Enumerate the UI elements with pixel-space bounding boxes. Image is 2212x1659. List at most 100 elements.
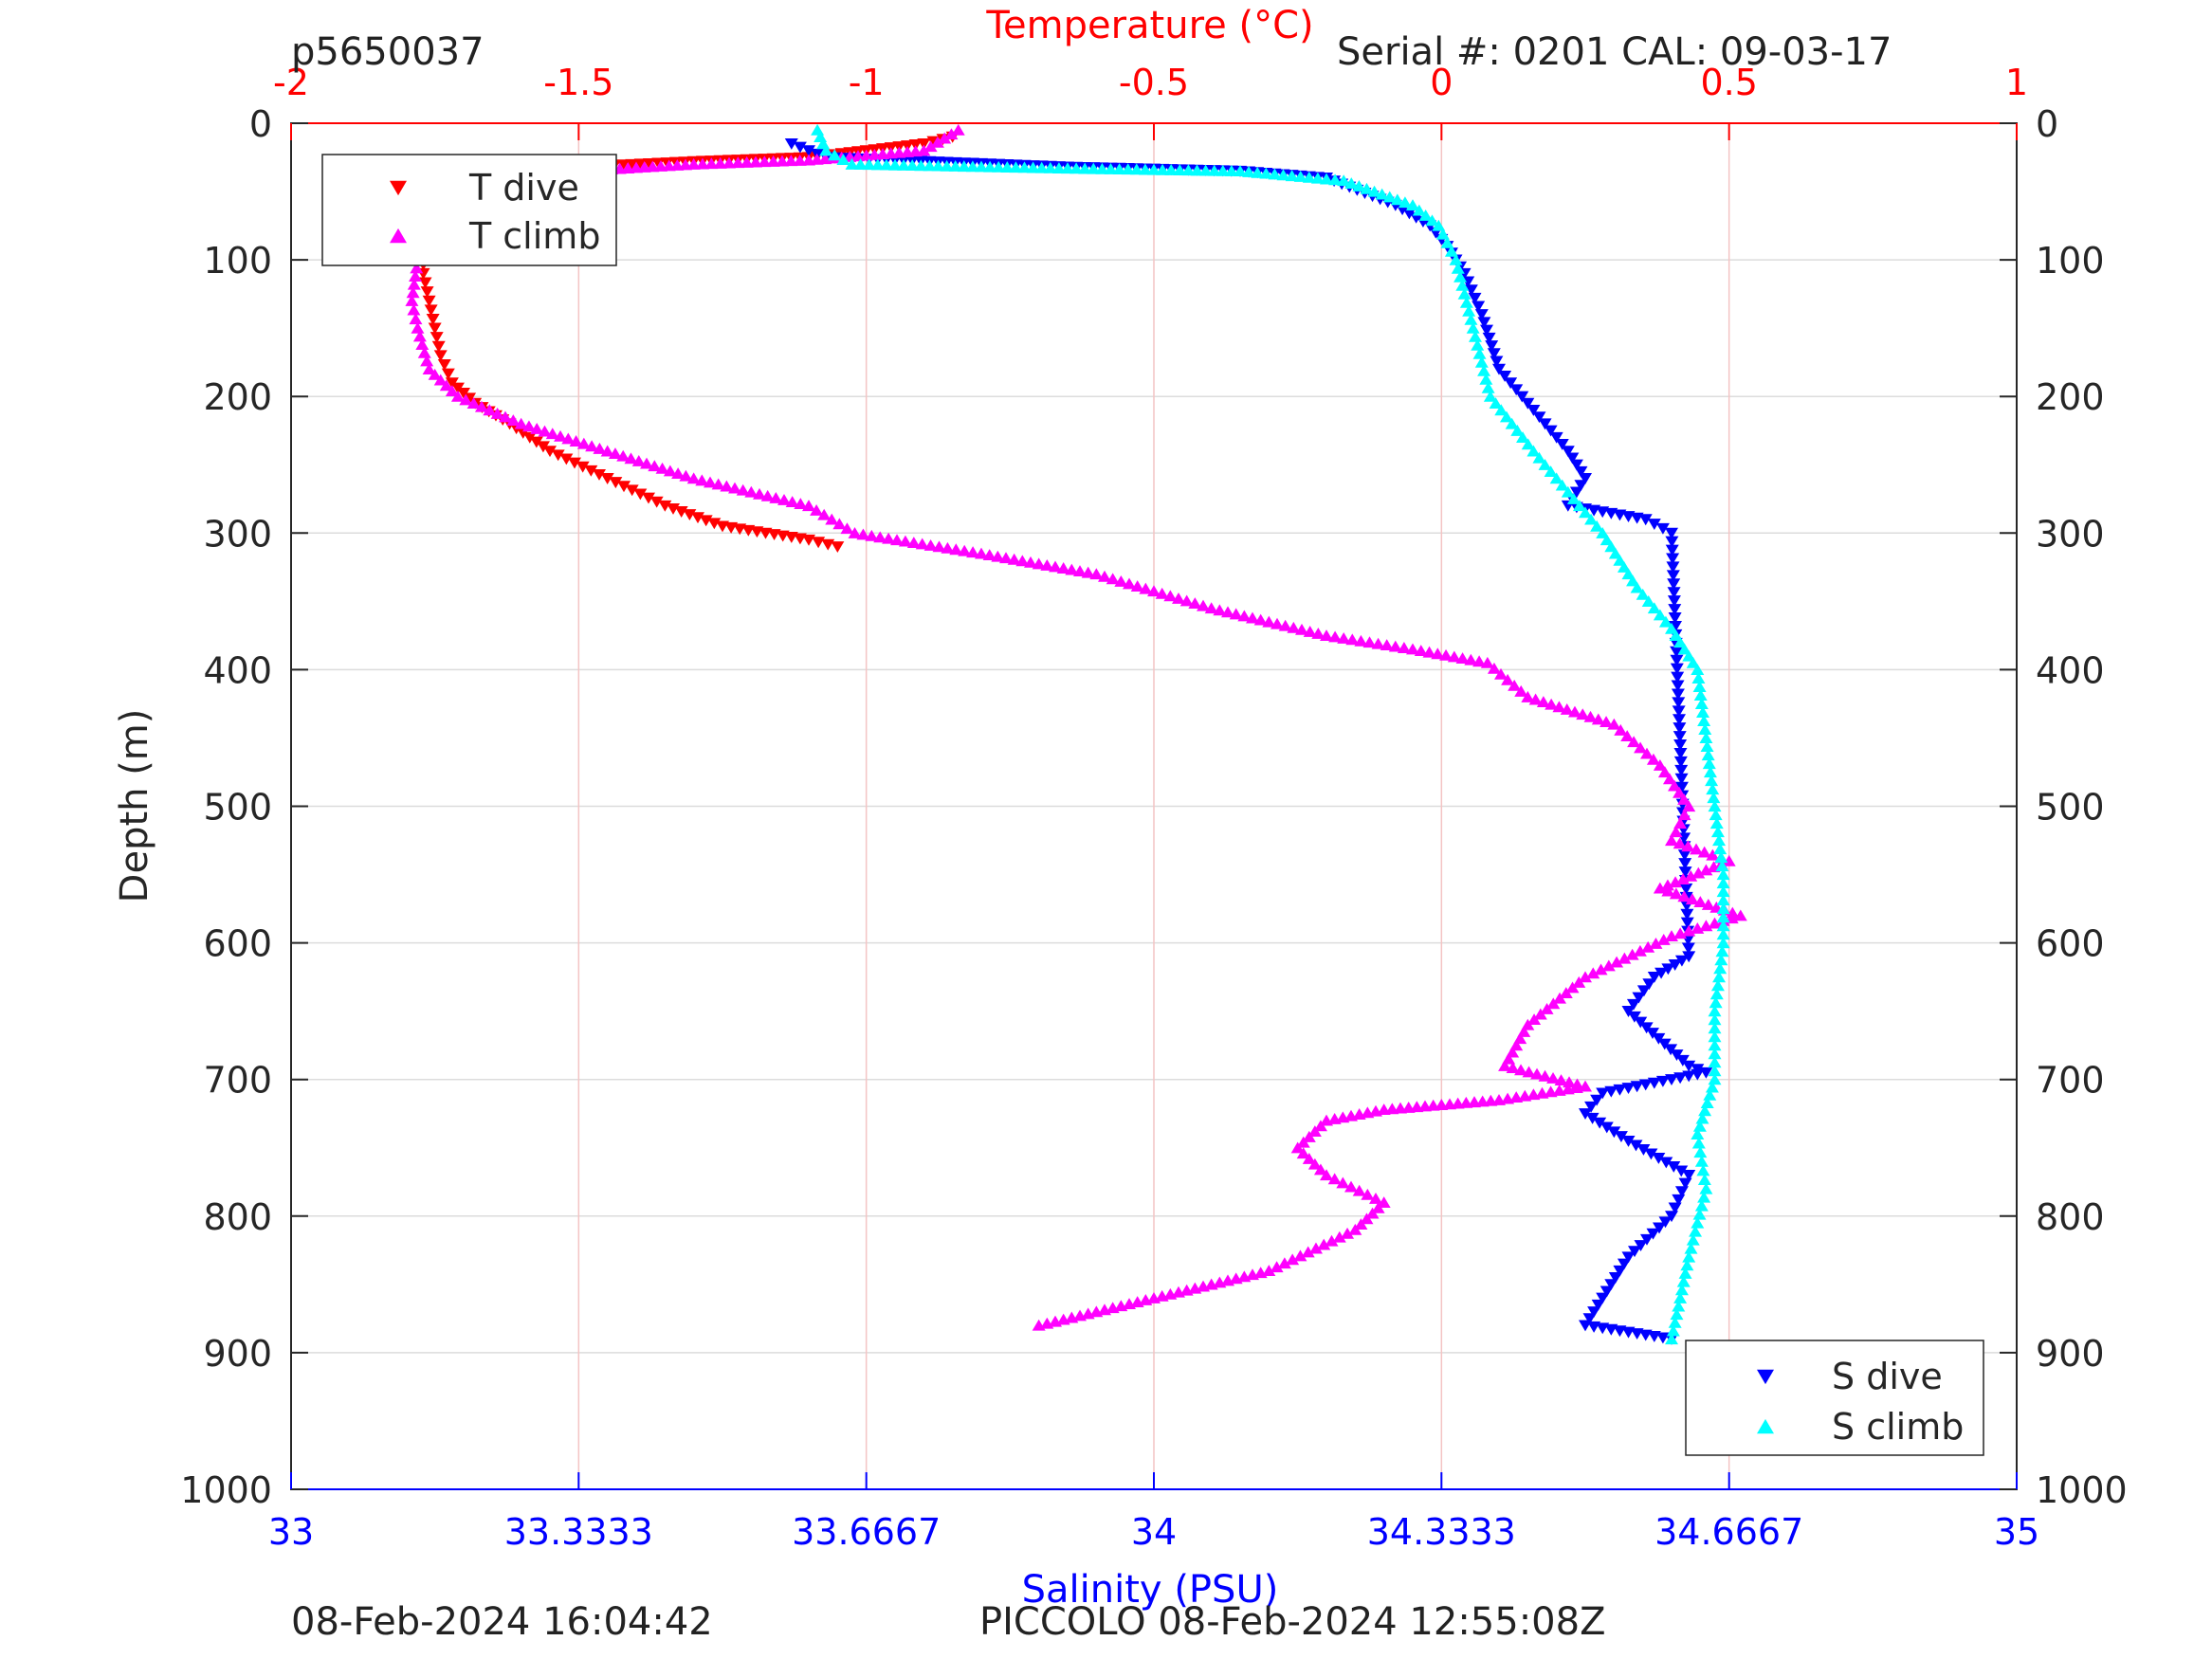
data-point [1676, 1275, 1691, 1287]
data-point [1676, 873, 1691, 884]
data-point [1668, 1316, 1682, 1328]
data-point [1678, 1267, 1692, 1279]
data-point [1553, 992, 1567, 1004]
data-point [898, 535, 912, 547]
data-point [1679, 883, 1693, 895]
data-point [530, 422, 544, 434]
data-point [1691, 1216, 1705, 1229]
data-point [906, 537, 921, 548]
data-point [412, 330, 427, 342]
data-point [1629, 1139, 1643, 1152]
data-point [870, 158, 885, 171]
data-point [1712, 971, 1727, 983]
data-point [810, 153, 824, 165]
data-markers [405, 123, 1747, 1345]
data-point [642, 492, 655, 504]
data-point [671, 467, 686, 480]
data-point [931, 159, 945, 172]
data-point [1190, 164, 1204, 176]
data-point [1544, 1085, 1558, 1098]
data-point [1138, 163, 1152, 175]
data-point [1494, 404, 1508, 416]
data-point [409, 313, 423, 325]
data-point [859, 149, 873, 161]
data-point [1716, 902, 1730, 915]
data-point [1251, 166, 1265, 178]
data-point [1526, 405, 1541, 416]
data-point [1498, 370, 1512, 382]
data-point [1147, 1291, 1161, 1304]
data-point [769, 491, 783, 503]
data-point [490, 407, 504, 419]
data-point [1229, 608, 1243, 620]
data-point [1712, 834, 1727, 847]
data-point [1197, 1280, 1210, 1292]
data-point [445, 385, 459, 397]
data-point [1582, 1313, 1597, 1325]
data-point [1669, 887, 1683, 900]
data-point [999, 552, 1013, 564]
data-point [785, 496, 799, 507]
data-point [940, 159, 954, 172]
data-point [923, 159, 937, 172]
data-point [433, 374, 448, 386]
data-point [1032, 1319, 1046, 1331]
data-point [1656, 934, 1671, 945]
tick-label-depth-right: 700 [2036, 1060, 2105, 1102]
data-point [1706, 848, 1720, 861]
data-point [1040, 558, 1054, 571]
data-point [1614, 1131, 1628, 1143]
data-point [1348, 1223, 1362, 1235]
data-point [1229, 1272, 1243, 1285]
data-point [1444, 245, 1458, 257]
data-point [1560, 703, 1574, 715]
data-point [1320, 629, 1333, 641]
data-point [1078, 162, 1092, 174]
data-point [686, 472, 701, 484]
data-point [1123, 1298, 1136, 1310]
data-point [1290, 1141, 1305, 1154]
data-point [1677, 809, 1691, 821]
data-point [466, 397, 481, 410]
data-point [691, 512, 704, 524]
data-point [1514, 684, 1528, 697]
data-point [1325, 1234, 1339, 1247]
data-point [1671, 680, 1685, 692]
data-point [1549, 472, 1563, 484]
data-point [1017, 161, 1032, 173]
data-point [1536, 696, 1550, 708]
data-point [1660, 879, 1674, 891]
data-point [975, 160, 988, 173]
data-point [1501, 673, 1515, 685]
tick-label-depth-right: 400 [2036, 649, 2105, 691]
data-point [1677, 849, 1691, 862]
data-point [1579, 971, 1592, 983]
data-point [608, 447, 622, 460]
data-point [1303, 625, 1317, 637]
data-point [1435, 228, 1450, 240]
data-point [1604, 1279, 1618, 1291]
data-point [431, 340, 446, 353]
data-point [1567, 705, 1581, 718]
data-point [1636, 985, 1651, 997]
data-point [621, 162, 635, 173]
data-point [1081, 1307, 1095, 1320]
tick-label-depth-right: 300 [2036, 513, 2105, 555]
data-point [543, 446, 557, 458]
data-point [1626, 998, 1640, 1011]
data-point [1278, 619, 1292, 631]
data-point [1600, 1121, 1614, 1134]
data-point [625, 484, 639, 497]
data-point [405, 295, 419, 306]
data-point [1455, 652, 1470, 664]
data-point [975, 547, 988, 559]
data-point [411, 321, 425, 334]
data-point [1673, 756, 1688, 768]
data-point [1468, 1096, 1481, 1108]
data-point [1722, 854, 1736, 866]
data-point [720, 480, 734, 492]
data-point [651, 157, 666, 170]
data-point [1658, 1216, 1673, 1229]
data-point [1604, 540, 1618, 553]
data-point [1344, 1109, 1358, 1121]
